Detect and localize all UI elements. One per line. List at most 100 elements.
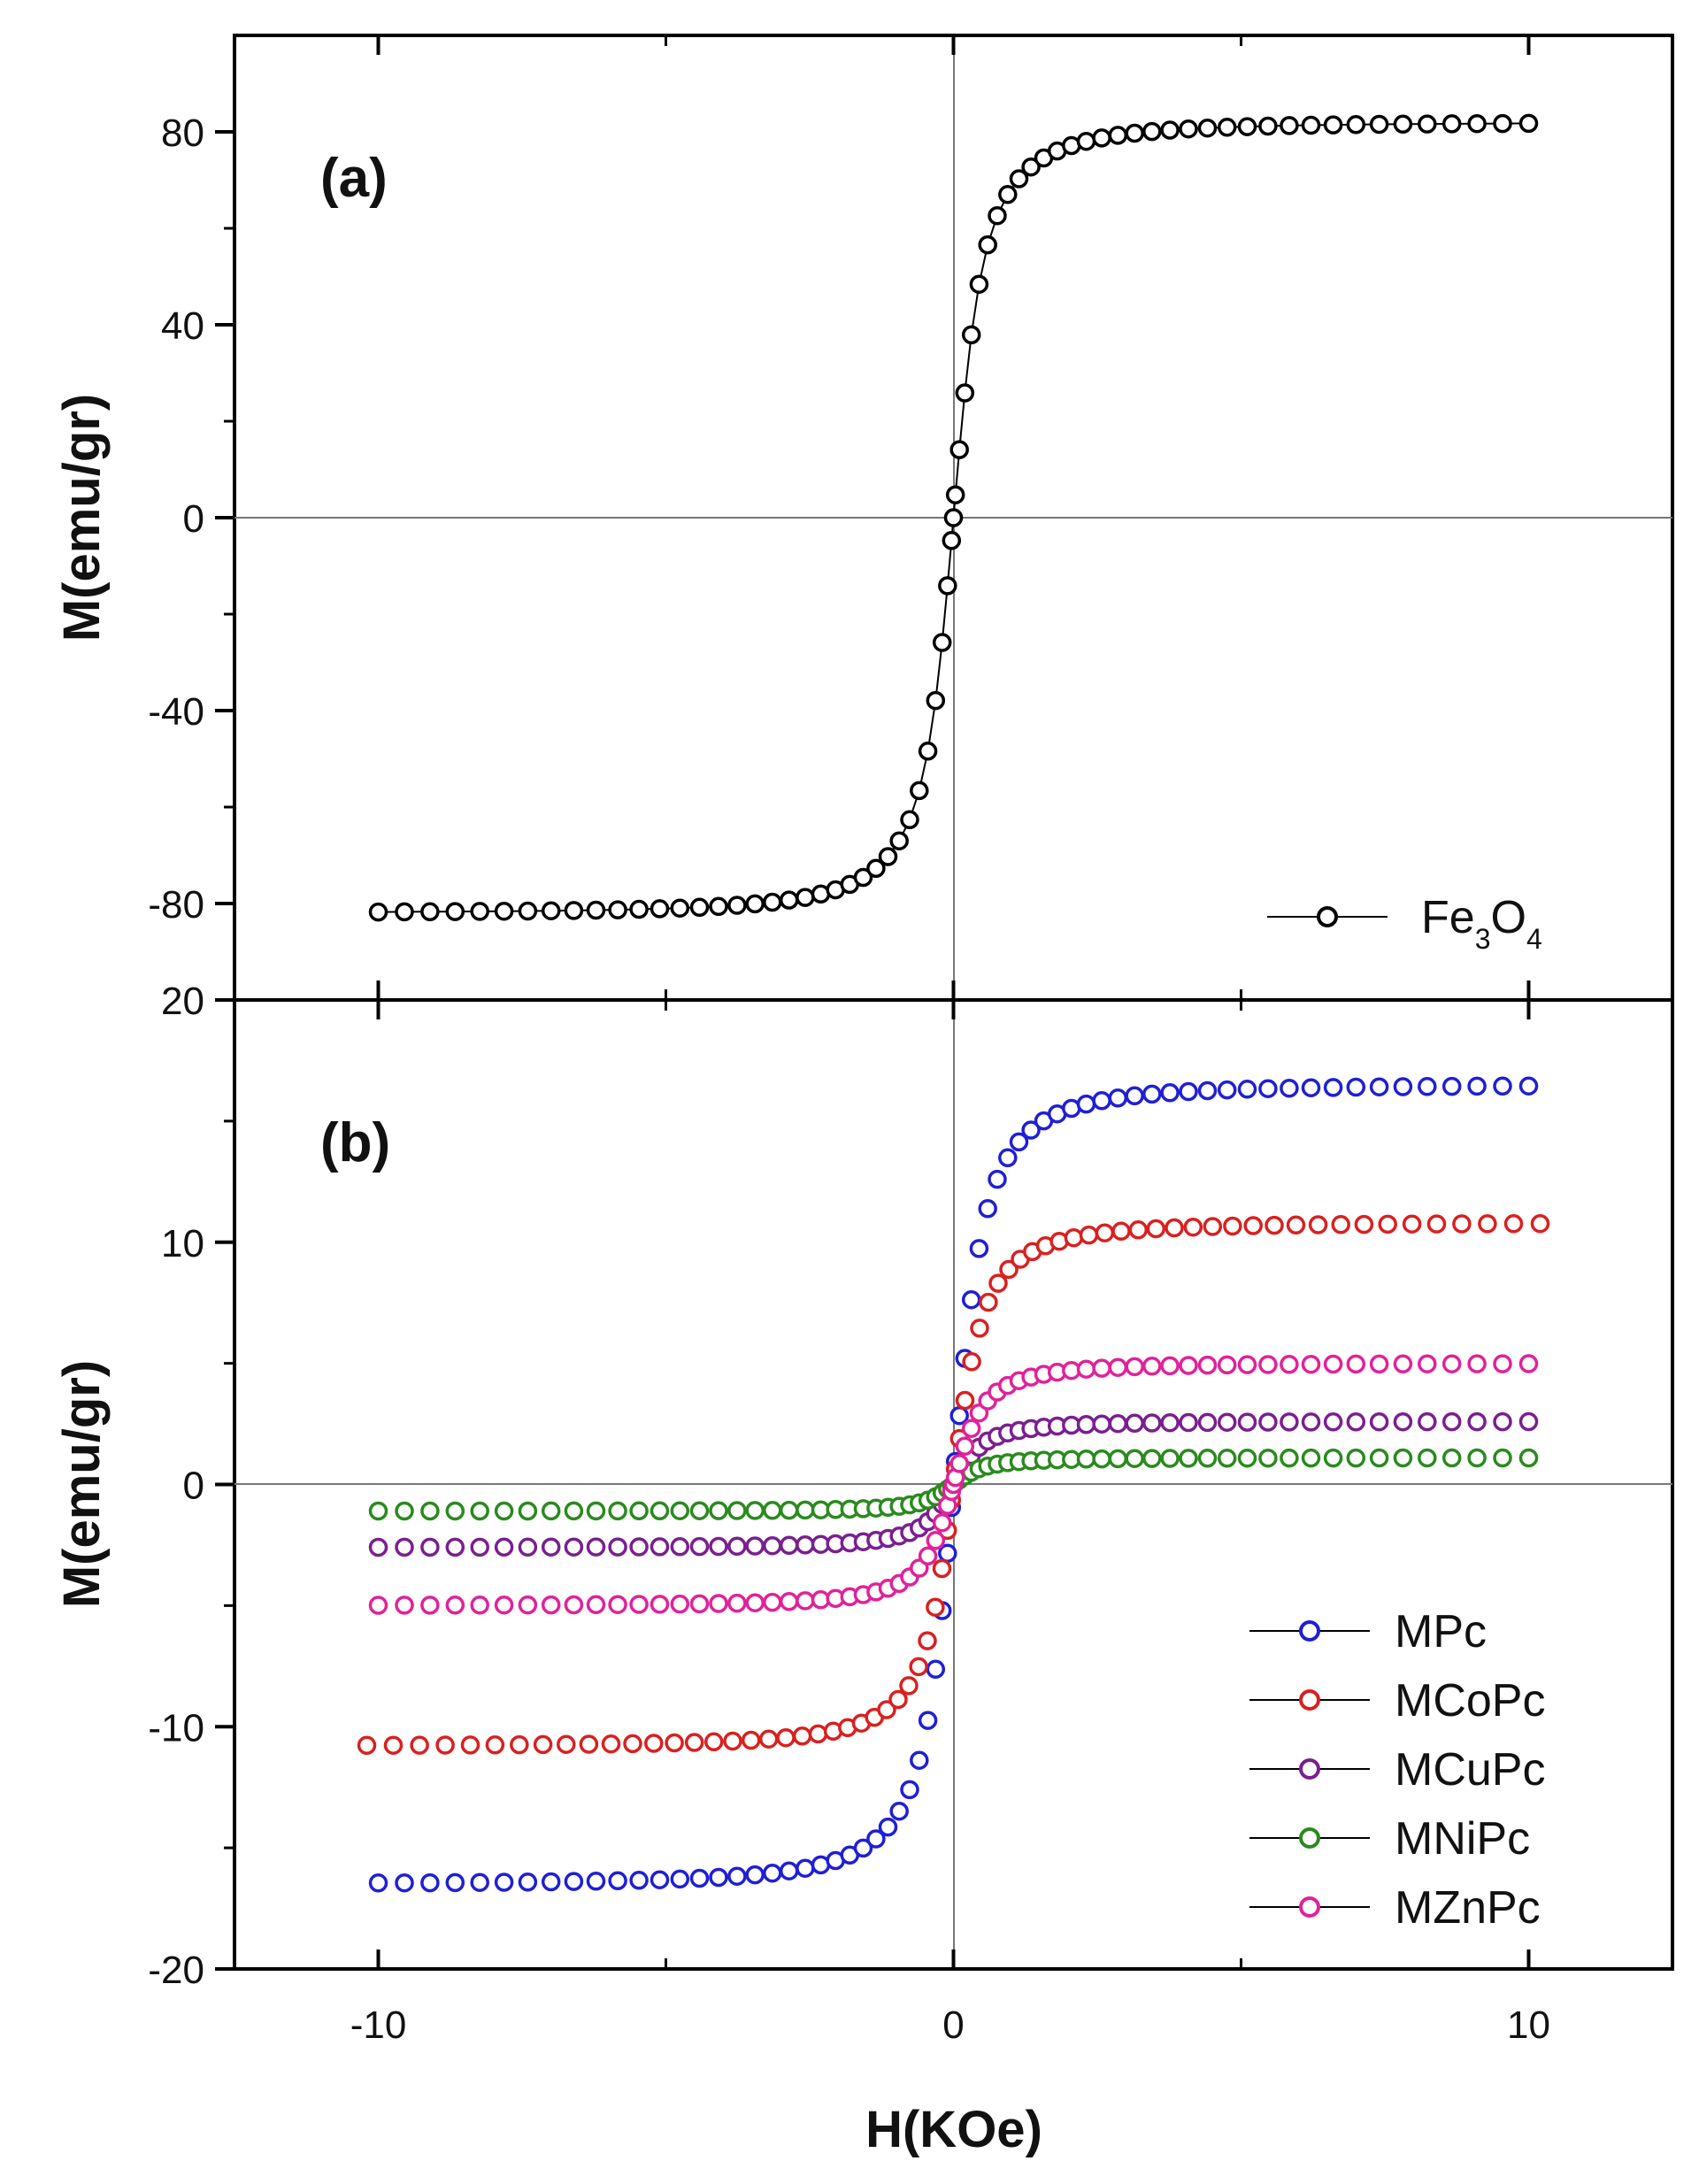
panel-a-point-fe3o4-19 <box>779 890 799 910</box>
panel-b-label: (b) <box>320 1112 390 1173</box>
legend-mnipc: MNiPc <box>1249 1813 1530 1865</box>
panel-b-y-tick-label-1: 10 <box>161 1222 204 1265</box>
panel-b-point-mnipc-54 <box>1160 1449 1180 1468</box>
panel-a-point-fe3o4-0 <box>368 902 388 922</box>
legend-mznpc-label: MZnPc <box>1395 1882 1541 1934</box>
legend-mznpc-marker <box>1299 1896 1320 1918</box>
panel-b-point-mcopc-38 <box>955 1390 975 1411</box>
panel-a-point-fe3o4-16 <box>727 896 747 915</box>
panel-b-point-mznpc-19 <box>779 1592 799 1611</box>
panel-b-point-mcupc-57 <box>1217 1412 1237 1432</box>
panel-b-point-mznpc-62 <box>1323 1354 1343 1374</box>
panel-b-point-mpc-62 <box>1323 1078 1343 1097</box>
panel-b-point-mcopc-8 <box>557 1734 576 1754</box>
legend-mcupc: MCuPc <box>1249 1744 1545 1796</box>
panel-b-point-mcopc-64 <box>1378 1214 1397 1234</box>
panel-b-point-mnipc-6 <box>518 1501 538 1521</box>
panel-b-point-mznpc-30 <box>918 1546 938 1566</box>
panel-b-point-mcupc-7 <box>541 1537 561 1557</box>
panel-b-point-mcupc-51 <box>1108 1413 1128 1434</box>
panel-b-point-mpc-31 <box>926 1659 946 1680</box>
panel-b-x-tick-label-2: 10 <box>1507 2003 1550 2047</box>
panel-b-point-mnipc-55 <box>1179 1449 1198 1468</box>
panel-b-point-mcopc-18 <box>758 1729 779 1749</box>
panel-b-point-mnipc-69 <box>1493 1448 1512 1468</box>
panel-a-point-fe3o4-37 <box>949 440 969 459</box>
panel-b-point-mnipc-17 <box>745 1501 765 1520</box>
panel-b-point-mznpc-61 <box>1301 1354 1321 1374</box>
panel-b-point-mcupc-3 <box>445 1537 465 1557</box>
panel-b-point-mcupc-15 <box>709 1536 728 1557</box>
panel-b-point-mpc-29 <box>910 1750 929 1770</box>
panel-a-point-fe3o4-27 <box>889 831 909 850</box>
panel-b-point-mpc-50 <box>1092 1091 1111 1111</box>
panel-a-y-tick-label-3: -40 <box>148 690 204 734</box>
panel-b-point-mnipc-8 <box>564 1501 584 1521</box>
panel-b-point-mpc-8 <box>564 1872 584 1891</box>
panel-b-point-mnipc-60 <box>1280 1448 1299 1468</box>
panel-b-point-mznpc-14 <box>689 1594 710 1614</box>
panel-b-point-mpc-45 <box>1021 1120 1041 1140</box>
panel-b-point-mnipc-20 <box>796 1500 815 1520</box>
panel-b-point-mpc-49 <box>1076 1094 1096 1114</box>
panel-b-point-mznpc-57 <box>1217 1355 1237 1375</box>
panel-b-point-mpc-44 <box>1009 1132 1029 1152</box>
legend-fe3o4: Fe3O4 <box>1267 892 1542 955</box>
panel-a-point-fe3o4-4 <box>470 902 489 921</box>
legend-mpc-label: MPc <box>1395 1606 1487 1657</box>
panel-a-point-fe3o4-45 <box>1021 157 1041 177</box>
panel-b-point-mpc-51 <box>1108 1088 1128 1108</box>
panel-a-point-fe3o4-9 <box>586 900 606 920</box>
panel-a-points <box>368 113 1539 922</box>
panel-b-point-mcopc-39 <box>962 1352 981 1372</box>
panel-b-point-mznpc-18 <box>763 1592 782 1612</box>
panel-b-point-mznpc-70 <box>1518 1354 1539 1373</box>
panel-b-point-mcupc-68 <box>1467 1411 1487 1432</box>
panel-b-point-mcopc-53 <box>1146 1219 1166 1239</box>
panel-b-point-mznpc-53 <box>1142 1357 1162 1376</box>
legend-mpc-marker <box>1299 1620 1320 1642</box>
panel-a-point-fe3o4-15 <box>709 896 728 917</box>
panel-b-point-mcopc-66 <box>1426 1214 1447 1234</box>
panel-b-legend: MPc MCoPc MCuPc MNiPc MZnPc <box>1249 1606 1545 1934</box>
panel-b-point-mcupc-8 <box>564 1537 584 1557</box>
panel-b-point-mpc-65 <box>1393 1077 1413 1096</box>
panel-b-point-mnipc-58 <box>1237 1448 1257 1468</box>
panel-b-point-mpc-63 <box>1346 1077 1366 1097</box>
panel-b-point-mcopc-42 <box>988 1273 1008 1293</box>
panel-b-point-mznpc-0 <box>368 1596 388 1615</box>
panel-b-point-mnipc-10 <box>608 1501 627 1521</box>
panel-b-point-mpc-68 <box>1467 1076 1487 1096</box>
panel-b-point-mznpc-37 <box>949 1454 969 1473</box>
panel-b-point-mcopc-3 <box>435 1735 455 1755</box>
panel-b-point-mcupc-20 <box>796 1535 815 1555</box>
panel-b-point-mpc-43 <box>998 1148 1018 1168</box>
panel-a-point-fe3o4-26 <box>878 847 898 866</box>
panel-b-point-mcopc-11 <box>623 1734 642 1754</box>
panel-b-point-mcupc-52 <box>1125 1413 1144 1434</box>
panel-b-point-mpc-57 <box>1217 1080 1237 1100</box>
panel-b-point-mznpc-2 <box>420 1596 440 1615</box>
panel-a-point-fe3o4-2 <box>420 902 440 922</box>
panel-b-point-mpc-30 <box>918 1711 938 1730</box>
panel-b-point-mznpc-17 <box>745 1593 765 1612</box>
panel-b-point-mznpc-9 <box>586 1595 606 1615</box>
panel-b-point-mznpc-52 <box>1125 1357 1144 1377</box>
legend-fe3o4-label-base: Fe <box>1421 892 1475 943</box>
panel-b-point-mnipc-19 <box>779 1500 799 1520</box>
panel-b-point-mznpc-64 <box>1369 1354 1389 1374</box>
panel-a-point-fe3o4-39 <box>961 325 981 345</box>
panel-b-point-mnipc-12 <box>650 1501 670 1521</box>
panel-b-point-mpc-2 <box>420 1873 440 1893</box>
panel-a-point-fe3o4-40 <box>969 274 989 294</box>
panel-b-point-mpc-6 <box>518 1873 538 1892</box>
panel-b-point-mcopc-43 <box>999 1259 1019 1280</box>
panel-b-point-mnipc-56 <box>1197 1449 1218 1468</box>
panel-b-point-mnipc-15 <box>709 1501 728 1520</box>
panel-b-point-mcupc-70 <box>1518 1411 1539 1432</box>
panel-b-point-mnipc-18 <box>763 1501 782 1520</box>
panel-b-point-mnipc-70 <box>1518 1448 1539 1468</box>
panel-b-point-mnipc-9 <box>586 1501 606 1521</box>
panel-b-point-mcopc-56 <box>1203 1217 1223 1236</box>
panel-b-point-mznpc-68 <box>1467 1354 1487 1373</box>
